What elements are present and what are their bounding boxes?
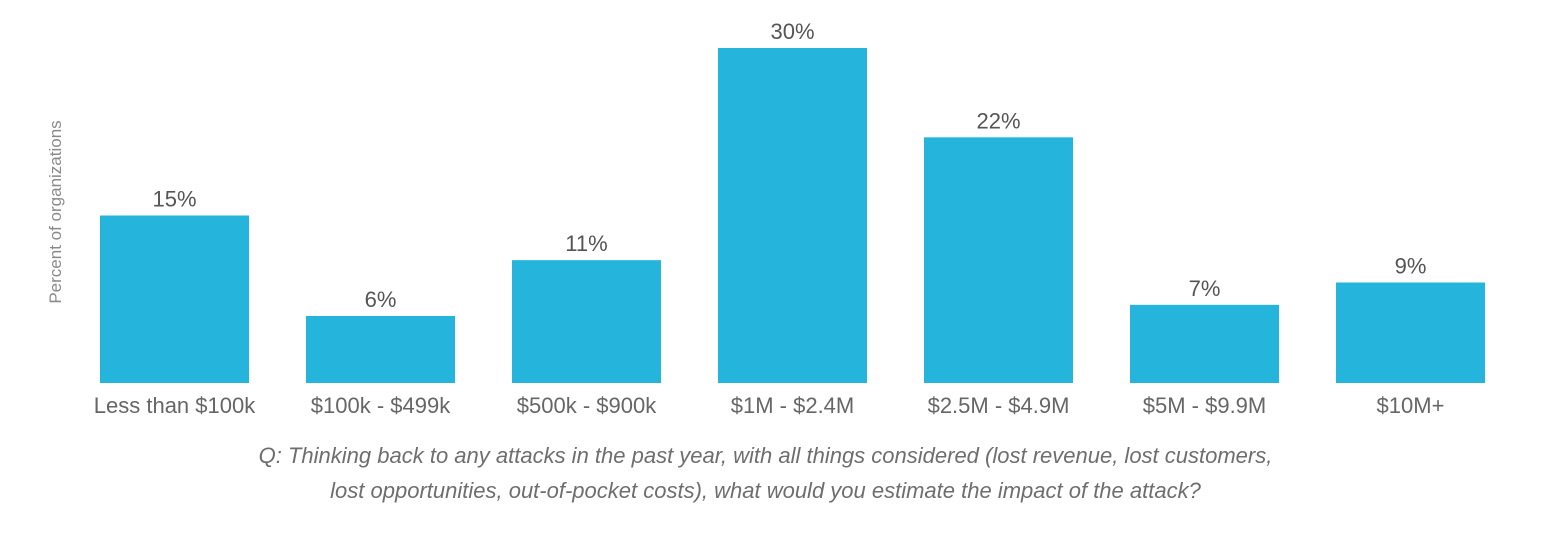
category-label-4: $2.5M - $4.9M [928,393,1070,418]
value-label-2: 11% [565,231,607,256]
bar-4 [924,137,1073,383]
category-label-2: $500k - $900k [517,393,657,418]
bar-5 [1130,304,1279,383]
y-axis-label: Percent of organizations [46,120,65,304]
bar-0 [100,215,249,383]
bar-2 [512,260,661,383]
category-label-0: Less than $100k [94,393,256,418]
category-label-3: $1M - $2.4M [731,393,855,418]
category-label-6: $10M+ [1377,393,1445,418]
value-label-6: 9% [1395,254,1427,279]
value-label-0: 15% [152,187,196,212]
value-label-4: 22% [976,108,1020,133]
value-label-1: 6% [365,287,397,312]
category-label-1: $100k - $499k [311,393,451,418]
bar-1 [306,316,455,383]
bar-6 [1336,282,1485,383]
question-line-2: lost opportunities, out-of-pocket costs)… [330,478,1201,503]
question-line-1: Q: Thinking back to any attacks in the p… [258,443,1273,468]
value-label-3: 30% [770,19,814,44]
category-label-5: $5M - $9.9M [1143,393,1267,418]
value-label-5: 7% [1189,276,1221,301]
bar-3 [718,48,867,383]
